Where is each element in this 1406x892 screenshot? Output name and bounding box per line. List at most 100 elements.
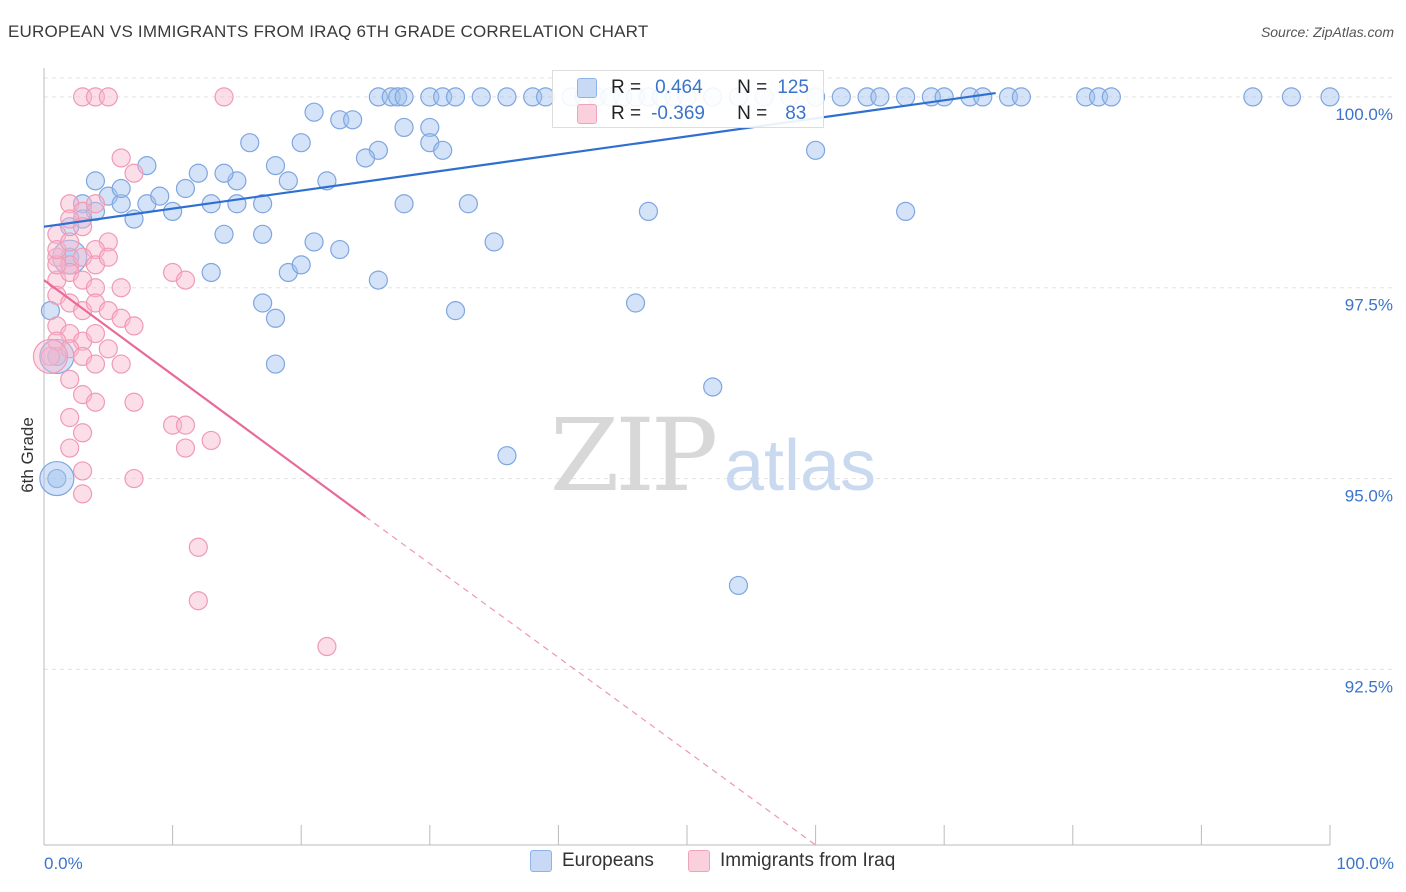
data-point [388,87,408,107]
data-point [368,270,388,290]
data-point [72,461,93,481]
y-tick-label: 97.5% [1345,296,1393,315]
data-point [278,171,298,191]
data-point [1011,87,1031,107]
data-point [484,232,504,252]
data-point [85,278,106,298]
data-point [175,178,196,199]
data-point [394,87,414,107]
data-point [870,87,890,107]
data-point [85,392,106,412]
data-point [831,87,851,107]
data-point [40,346,61,367]
data-point [98,87,118,107]
data-point [355,148,376,168]
data-point [343,110,363,130]
data-point [728,575,749,596]
data-point [420,117,440,138]
data-point [175,438,196,458]
data-point [265,308,286,328]
data-point [973,87,993,107]
data-point [896,201,916,222]
legend-row-europeans: R = 0.464 N = 125 [577,76,809,100]
axes [43,68,1331,846]
legend-n-label: N = [737,77,768,98]
data-point [214,87,234,107]
data-point [47,255,67,275]
data-point-large [32,338,69,375]
data-point [394,194,414,214]
data-point [60,407,80,428]
data-point [471,87,491,107]
data-point [188,163,208,183]
data-point [47,468,67,489]
data-point [124,163,144,183]
data-point [111,194,131,214]
data-point [201,430,221,451]
data-point [175,270,196,290]
series-legend: Europeans Immigrants from Iraq [0,850,1406,880]
data-point [214,224,234,244]
data-point [85,194,106,214]
watermark-atlas: atlas [724,426,876,506]
data-point [265,354,286,374]
data-point [445,301,466,321]
legend-r-value: 0.464 [655,77,703,98]
trend-line [43,91,996,228]
legend-r-label: R = [611,103,642,124]
legend-swatch-iraq [688,850,710,872]
data-point [111,148,131,168]
data-point [1101,87,1121,107]
data-point [934,87,954,107]
data-point [150,186,170,206]
data-point-large [39,460,75,497]
legend-n-value: 125 [777,77,809,98]
data-point [638,201,659,222]
data-point [227,194,247,214]
data-point [201,262,221,283]
y-tick-label: 95.0% [1345,487,1393,506]
legend-label-iraq: Immigrants from Iraq [720,850,896,871]
data-point [72,423,93,443]
data-point [124,392,144,412]
data-point [60,369,80,389]
data-point [253,224,273,244]
data-point [85,323,106,344]
legend-item-europeans[interactable]: Europeans [530,850,654,872]
watermark-zip: ZIP [550,397,715,514]
data-point [1320,87,1340,107]
legend-swatch-iraq [577,104,597,124]
data-point [214,163,234,183]
data-point [304,102,324,122]
data-point [60,438,80,458]
data-point [497,446,517,466]
data-point [188,591,208,611]
y-axis-label: 6th Grade [18,417,37,493]
x-tick-max: 100.0% [1336,854,1394,873]
legend-row-iraq: R = -0.369 N = 83 [577,102,806,126]
legend-label-europeans: Europeans [562,850,654,871]
data-point [703,377,723,397]
x-tick-min: 0.0% [44,854,83,873]
series-immigrants-from-iraq [32,87,337,657]
data-point [497,87,517,107]
data-point [394,117,414,138]
y-tick-label: 92.5% [1345,677,1393,696]
data-point [625,293,646,313]
data-point [265,156,286,176]
data-point [253,194,273,214]
legend-n-label: N = [737,103,768,124]
data-point [111,178,131,199]
legend-item-iraq[interactable]: Immigrants from Iraq [688,850,895,872]
trend-lines [43,91,996,846]
y-tick-label: 100.0% [1335,105,1393,124]
y-tick-labels: 92.5% 95.0% 97.5% 100.0% [1335,105,1393,697]
grid-lines [44,77,1394,670]
data-point [330,239,350,260]
data-point [253,293,273,313]
data-point [433,140,453,160]
data-point [111,278,131,298]
data-point [98,339,118,359]
data-point [124,468,144,489]
